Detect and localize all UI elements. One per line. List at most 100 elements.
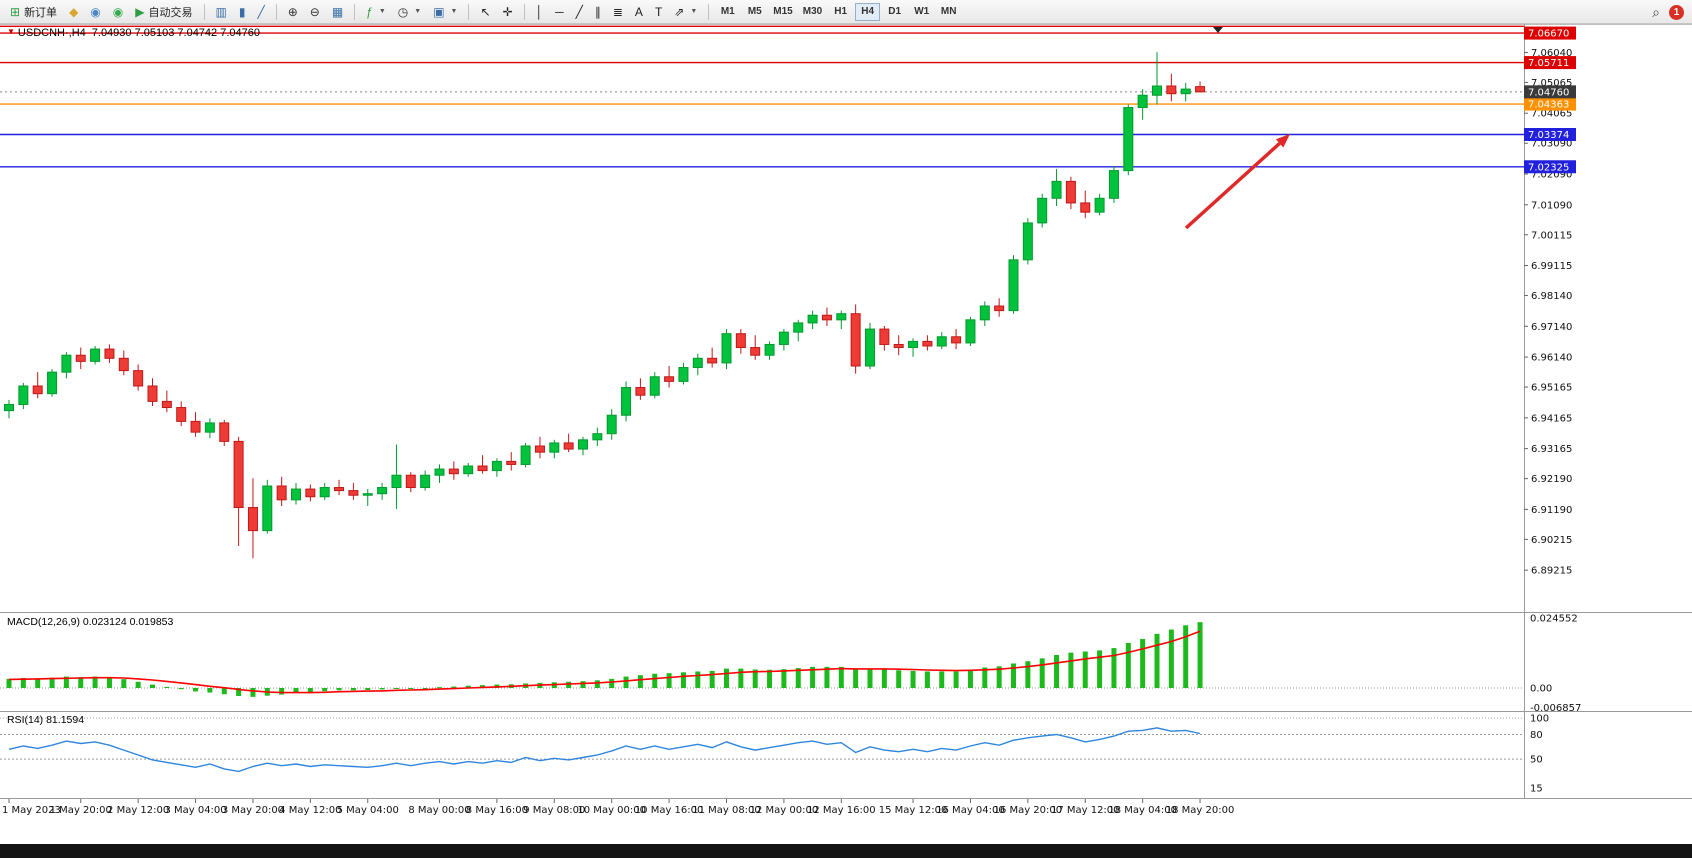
support-icon[interactable]: ◉ <box>107 2 129 22</box>
candlestick-chart-icon: ▮ <box>238 4 246 19</box>
price-axis-label: 7.00115 <box>1531 230 1572 241</box>
crosshair-icon: ✛ <box>502 4 513 19</box>
price-axis-label: 7.02090 <box>1531 169 1572 180</box>
text-icon[interactable]: A <box>629 2 649 22</box>
fibonacci-icon[interactable]: ≣ <box>607 2 629 22</box>
community-icon: ◉ <box>90 4 101 19</box>
arrow-annotation[interactable] <box>1184 134 1290 230</box>
horizontal-lines[interactable] <box>0 25 1524 168</box>
vertical-line-icon[interactable]: │ <box>530 2 550 22</box>
chevron-down-icon: ▼ <box>450 8 458 15</box>
timeframe-H1[interactable]: H1 <box>834 5 848 17</box>
community-icon[interactable]: ◉ <box>84 2 106 22</box>
time-axis-label: 2 May 12:00 <box>107 805 169 816</box>
candlestick-chart-icon[interactable]: ▮ <box>233 2 252 22</box>
time-axis-label: 1 May 20:00 <box>50 805 112 816</box>
toolbar-group: │ ─ ╱ ∥ ≣ A T ⇗ ▼ <box>530 2 704 22</box>
toolbar-group: ⊞ 新订单 ◆ ◉ ◉ ▶ 自动交易 <box>4 2 199 22</box>
price-axis-label: 6.94165 <box>1531 413 1572 424</box>
time-axis-label: 10 May 00:00 <box>577 805 646 816</box>
price-axis-label: 6.97140 <box>1531 322 1572 333</box>
rsi-indicator-label: RSI(14) 81.1594 <box>7 714 84 726</box>
time-axis-label: 8 May 00:00 <box>408 805 470 816</box>
tile-windows-icon[interactable]: ▦ <box>326 2 349 22</box>
price-axis-label: 7.06040 <box>1531 48 1572 59</box>
timeframe-MN[interactable]: MN <box>940 5 957 17</box>
zoom-out-icon[interactable]: ⊖ <box>304 2 326 22</box>
chart-shift-marker-icon[interactable] <box>1213 27 1223 33</box>
cursor-icon: ↖ <box>480 4 491 19</box>
line-chart-icon[interactable]: ╱ <box>251 2 270 22</box>
bar-chart-icon[interactable]: ▥ <box>210 2 233 22</box>
arrows-icon: ⇗ <box>674 4 685 19</box>
toolbar-separator <box>203 3 205 20</box>
macd-indicator-label: MACD(12,26,9) 0.023124 0.019853 <box>7 616 173 628</box>
chart-symbol-title: USDCNH·,H4 <box>17 27 86 39</box>
time-axis-label: 15 May 12:00 <box>879 805 948 816</box>
channel-icon[interactable]: ∥ <box>589 2 607 22</box>
horizontal-line-icon[interactable]: ─ <box>549 2 570 22</box>
chart-ohlc-values: 7.04930 7.05103 7.04742 7.04760 <box>91 27 260 39</box>
toolbar-group: ▥ ▮ ╱ <box>210 2 271 22</box>
price-axis-label: 6.98140 <box>1531 291 1572 302</box>
zoom-in-icon[interactable]: ⊕ <box>282 2 304 22</box>
search-icon[interactable]: ⌕ <box>1652 4 1660 20</box>
price-tag: 7.03374 <box>1528 130 1569 141</box>
templates-icon[interactable]: ▣ ▼ <box>427 2 463 22</box>
cursor-icon[interactable]: ↖ <box>474 2 496 22</box>
rsi-axis-label: 15 <box>1530 783 1543 794</box>
autotrade-button[interactable]: ▶ 自动交易 <box>129 2 198 22</box>
rsi-axis-label: 50 <box>1530 755 1543 766</box>
arrows-icon[interactable]: ⇗ ▼ <box>668 2 703 22</box>
zoom-out-icon: ⊖ <box>309 4 320 19</box>
time-axis-label: 12 May 16:00 <box>807 805 876 816</box>
toolbar-separator <box>523 3 525 20</box>
timeframe-M15[interactable]: M15 <box>773 5 793 17</box>
price-axis-label: 7.05065 <box>1531 78 1572 89</box>
candles <box>4 52 1206 559</box>
toolbar-group: ↖ ✛ <box>474 2 518 22</box>
timeframe-M5[interactable]: M5 <box>747 5 762 17</box>
timeframe-D1[interactable]: D1 <box>888 5 902 17</box>
fibonacci-icon: ≣ <box>612 4 623 19</box>
time-axis-label: 16 May 20:00 <box>994 805 1063 816</box>
periods-icon[interactable]: ◷ ▼ <box>392 2 427 22</box>
time-axis-label: 11 May 08:00 <box>692 805 761 816</box>
time-axis-label: 12 May 00:00 <box>750 805 819 816</box>
toolbar-separator <box>354 3 356 20</box>
new-order-button-label: 新订单 <box>24 6 58 19</box>
timeframe-W1[interactable]: W1 <box>914 5 930 17</box>
notification-badge[interactable]: 1 <box>1669 4 1684 20</box>
rsi-axis-label: 100 <box>1530 714 1549 725</box>
time-axis-label: 16 May 04:00 <box>936 805 1005 816</box>
trendline-icon[interactable]: ╱ <box>570 2 589 22</box>
indicators-icon: ƒ <box>366 4 373 19</box>
crosshair-icon[interactable]: ✛ <box>497 2 519 22</box>
indicators-icon[interactable]: ƒ ▼ <box>360 2 392 22</box>
toolbar-separator <box>708 3 710 20</box>
price-axis-label: 6.99115 <box>1531 261 1572 272</box>
metaeditor-icon[interactable]: ◆ <box>63 2 84 22</box>
price-axis-label: 6.95165 <box>1531 383 1572 394</box>
toolbar-group: ⊕ ⊖ ▦ <box>282 2 349 22</box>
chevron-down-icon: ▼ <box>690 8 698 15</box>
price-chart: 0.0245520.00-0.0068571008050157.060407.0… <box>0 24 1692 816</box>
timeframe-M1[interactable]: M1 <box>720 5 735 17</box>
toolbar-right: ⌕ 1 <box>1652 0 1684 24</box>
time-axis-label: 9 May 08:00 <box>523 805 585 816</box>
price-axis-label: 6.93165 <box>1531 444 1572 455</box>
rsi-label-text: RSI(14) 81.1594 <box>7 714 85 726</box>
timeframe-M30[interactable]: M30 <box>802 5 823 17</box>
vertical-line-icon: │ <box>535 4 544 19</box>
chart-window[interactable]: 0.024552 0.00 -0.006857 100 80 50 15 7.06040 7.0… <box>0 24 1692 844</box>
price-tags: 7.06670 7.05711 7.04363 7.03374 7.02325 7.047… <box>1524 26 1576 174</box>
timeframe-H4[interactable]: H4 <box>855 2 881 21</box>
rsi-axis-label: 80 <box>1530 730 1543 741</box>
price-axis: 7.06040 7.05065 7.04065 7.03090 7.02090 7.010… <box>1524 48 1572 577</box>
rsi-panel: 100 80 50 15 <box>0 714 1549 794</box>
price-axis-label: 6.90215 <box>1531 535 1572 546</box>
new-order-button[interactable]: ⊞ 新订单 <box>4 2 63 22</box>
label-icon[interactable]: T <box>649 2 668 22</box>
